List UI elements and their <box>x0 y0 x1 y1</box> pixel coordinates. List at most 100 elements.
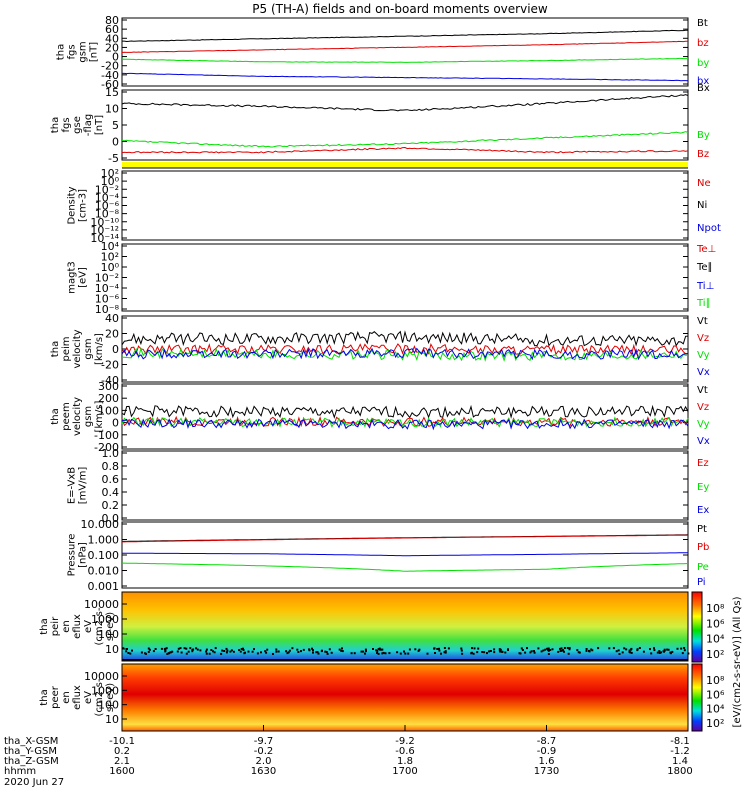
y-tick-label: -5 <box>108 152 119 165</box>
y-axis-label-line: eV <box>83 620 94 633</box>
noise-pixel <box>199 649 202 652</box>
noise-pixel <box>376 652 379 654</box>
y-tick-label: 0 <box>112 51 119 64</box>
y-tick-label: 10⁻⁴ <box>95 191 120 204</box>
noise-pixel <box>239 650 242 653</box>
y-tick-label: 0.001 <box>88 580 120 593</box>
noise-pixel <box>526 647 528 650</box>
y-axis-label-line: sr-eV) <box>105 612 116 641</box>
y-axis-label-line: tha <box>50 117 61 133</box>
noise-pixel <box>481 651 484 653</box>
noise-pixel <box>179 647 182 650</box>
noise-pixel <box>540 650 543 653</box>
noise-pixel <box>340 649 343 652</box>
noise-pixel <box>220 652 223 655</box>
noise-pixel <box>160 647 163 650</box>
noise-pixel <box>498 649 501 652</box>
y-axis-label-line: peer <box>50 685 61 709</box>
noise-pixel <box>377 652 380 655</box>
noise-pixel <box>438 647 440 650</box>
noise-pixel <box>642 650 645 653</box>
noise-pixel <box>205 652 208 655</box>
y-tick-label: 10⁻¹⁴ <box>90 232 119 245</box>
panel-frame <box>121 17 689 87</box>
ephemeris-value: -0.2 <box>254 746 274 757</box>
band-edge <box>122 659 688 661</box>
noise-pixel <box>396 651 399 654</box>
y-axis-label-line: gse <box>72 116 83 134</box>
noise-pixel <box>472 652 475 655</box>
noise-pixel <box>404 652 407 655</box>
noise-pixel <box>375 649 378 652</box>
noise-pixel <box>585 648 588 650</box>
noise-pixel <box>625 648 628 651</box>
noise-pixel <box>196 648 199 651</box>
y-axis-label-line: peir <box>50 616 61 636</box>
y-axis-label-line: peim <box>61 336 72 361</box>
noise-pixel <box>520 647 523 650</box>
noise-pixel <box>256 652 259 655</box>
noise-pixel <box>438 649 441 652</box>
noise-pixel <box>629 651 632 654</box>
colorbar-tick-label: 10² <box>706 717 724 730</box>
noise-pixel <box>166 653 169 655</box>
y-axis-label-line: [nT] <box>89 42 100 62</box>
panel-frame <box>121 315 689 383</box>
y-axis-label-line: magt3 <box>67 261 78 294</box>
noise-pixel <box>544 648 547 651</box>
legend-entry: Bx <box>697 83 710 94</box>
series-line-Pb <box>122 534 688 543</box>
noise-pixel <box>312 651 314 654</box>
noise-pixel <box>232 650 235 653</box>
ephemeris-value: 1630 <box>251 766 276 777</box>
noise-pixel <box>434 652 436 654</box>
y-axis-label-line: velocity <box>72 397 83 436</box>
ephemeris-label: hhmm <box>4 766 36 777</box>
noise-pixel <box>316 651 319 654</box>
ephemeris-value: 1730 <box>534 766 559 777</box>
noise-pixel <box>518 652 521 655</box>
y-tick-label: 200 <box>98 392 119 405</box>
legend-entry: Pb <box>697 542 709 553</box>
noise-pixel <box>630 651 633 654</box>
y-axis-label-line: eflux <box>72 614 83 639</box>
noise-pixel <box>330 651 333 654</box>
noise-pixel <box>557 650 560 653</box>
y-tick-label: 100 <box>98 404 119 417</box>
noise-pixel <box>308 648 311 651</box>
ephemeris-value: 1.8 <box>397 756 413 767</box>
noise-pixel <box>364 648 367 651</box>
noise-pixel <box>628 649 631 652</box>
ephemeris-value: 1700 <box>392 766 417 777</box>
legend-entry: Npot <box>697 223 721 234</box>
y-tick-label: 10⁰ <box>101 261 120 274</box>
noise-pixel <box>192 648 195 651</box>
noise-pixel <box>362 650 365 653</box>
legend-entry: Vy <box>697 419 710 430</box>
noise-pixel <box>547 653 550 655</box>
noise-pixel <box>493 648 496 651</box>
ephemeris-value: 2.0 <box>256 756 272 767</box>
noise-pixel <box>559 647 561 650</box>
noise-pixel <box>168 652 171 655</box>
y-axis-label-line: tha <box>39 618 50 634</box>
noise-pixel <box>597 647 600 650</box>
legend-entry: Vx <box>697 367 710 378</box>
series-line-Pi <box>122 552 689 557</box>
noise-pixel <box>266 648 269 651</box>
ephemeris-value: -0.6 <box>395 746 415 757</box>
noise-pixel <box>129 652 132 655</box>
legend-entry: Te⊥ <box>696 244 716 255</box>
ephemeris-value: -8.7 <box>537 736 557 747</box>
noise-pixel <box>382 651 385 654</box>
noise-pixel <box>189 647 192 650</box>
noise-pixel <box>240 648 243 650</box>
noise-pixel <box>417 649 420 652</box>
noise-pixel <box>524 651 527 654</box>
y-axis-label-line: [km/s] <box>94 400 105 432</box>
legend-entry: Vt <box>697 385 708 396</box>
legend-entry: Vy <box>697 350 710 361</box>
figure-title: P5 (TH-A) fields and on-board moments ov… <box>252 2 548 16</box>
